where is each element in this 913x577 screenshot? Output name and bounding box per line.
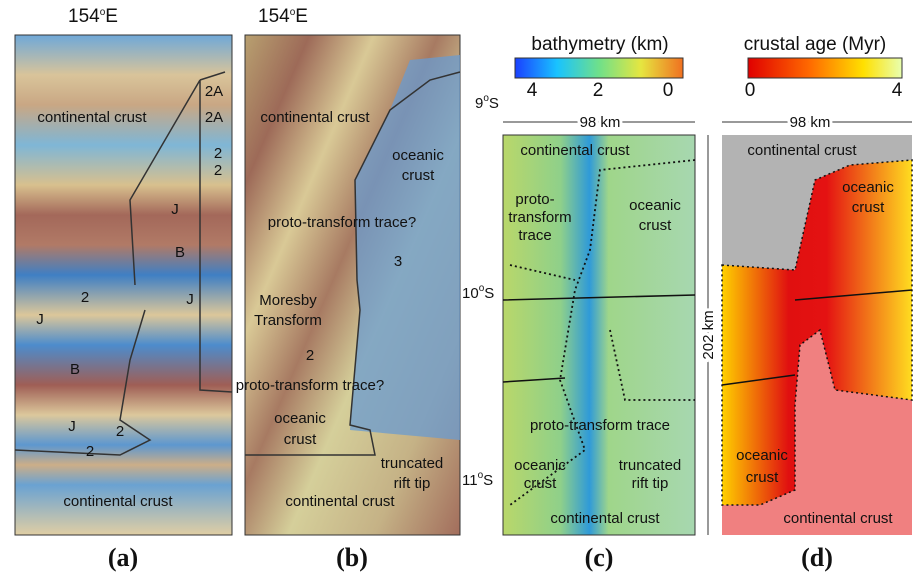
colorbar-tick: 4: [892, 80, 903, 101]
map-label: oceanic: [514, 457, 566, 474]
map-label: continental crust: [63, 493, 173, 510]
map-label: 2: [214, 145, 222, 162]
colorbar: [515, 58, 683, 78]
lat-label: 11oS: [462, 470, 493, 489]
map-label: continental crust: [37, 109, 147, 126]
colorbar-tick: 2: [593, 80, 604, 101]
lon-label: 154oE: [68, 6, 118, 27]
map-label: J: [171, 201, 179, 218]
map-label: proto-transform trace: [530, 417, 670, 434]
map-label: truncated: [619, 457, 682, 474]
map-label: continental crust: [285, 493, 395, 510]
caption: (c): [585, 543, 614, 572]
map-label: J: [68, 418, 76, 435]
map-label: proto-transform trace?: [268, 214, 416, 231]
colorbar-tick: 4: [527, 80, 538, 101]
map-label: Transform: [254, 312, 322, 329]
map-label: oceanic: [842, 179, 894, 196]
panel-b: 154oE 9oS 10oS 11oS continental crust oc…: [236, 6, 499, 572]
colorbar: [748, 58, 902, 78]
map-label: oceanic: [629, 197, 681, 214]
map-label: proto-: [515, 191, 554, 208]
map-label: proto-transform trace?: [236, 377, 384, 394]
map-label: continental crust: [520, 142, 630, 159]
map-label: 2: [81, 289, 89, 306]
map-label: truncated: [381, 455, 444, 472]
map-label: J: [36, 311, 44, 328]
map-label: B: [175, 244, 185, 261]
lon-label: 154oE: [258, 6, 308, 27]
map-label: rift tip: [394, 475, 431, 492]
map-label: transform: [508, 209, 571, 226]
map-label: J: [186, 291, 194, 308]
map-label: crust: [402, 167, 435, 184]
map-label: trace: [518, 227, 551, 244]
colorbar-tick: 0: [663, 80, 674, 101]
scale-label: 98 km: [580, 114, 621, 131]
map-label: crust: [852, 199, 885, 216]
map-label: continental crust: [260, 109, 370, 126]
panel-a: 154oE continental crust 2A 2A 2 2 J B 2 …: [15, 6, 232, 572]
colorbar-title: crustal age (Myr): [744, 34, 887, 55]
scale-label: 202 km: [700, 310, 717, 359]
scale-label: 98 km: [790, 114, 831, 131]
map-label: 2: [86, 443, 94, 460]
map-label: oceanic: [392, 147, 444, 164]
lat-label: 9oS: [475, 93, 499, 112]
caption: (b): [336, 543, 368, 572]
map-label: continental crust: [550, 510, 660, 527]
map-label: 2: [214, 162, 222, 179]
map-label: 3: [394, 253, 402, 270]
map-label: rift tip: [632, 475, 669, 492]
map-label: oceanic: [736, 447, 788, 464]
map-label: crust: [639, 217, 672, 234]
map-label: Moresby: [259, 292, 317, 309]
map-label: continental crust: [783, 510, 893, 527]
lat-label: 10oS: [462, 283, 494, 302]
map-label: 2: [306, 347, 314, 364]
map-label: crust: [524, 475, 557, 492]
caption: (d): [801, 543, 833, 572]
map-label: B: [70, 361, 80, 378]
map-label: crust: [284, 431, 317, 448]
panel-d: 202 km crustal age (Myr) 0 4 98 km conti…: [700, 34, 912, 572]
colorbar-tick: 0: [745, 80, 756, 101]
colorbar-title: bathymetry (km): [531, 34, 668, 55]
map-label: continental crust: [747, 142, 857, 159]
map-label: 2A: [205, 109, 223, 126]
figure: 154oE continental crust 2A 2A 2 2 J B 2 …: [0, 0, 913, 577]
map-label: 2A: [205, 83, 223, 100]
map-label: oceanic: [274, 410, 326, 427]
map-label: 2: [116, 423, 124, 440]
caption: (a): [108, 543, 138, 572]
map-label: crust: [746, 469, 779, 486]
panel-c: bathymetry (km) 4 2 0 98 km continental …: [503, 34, 695, 572]
